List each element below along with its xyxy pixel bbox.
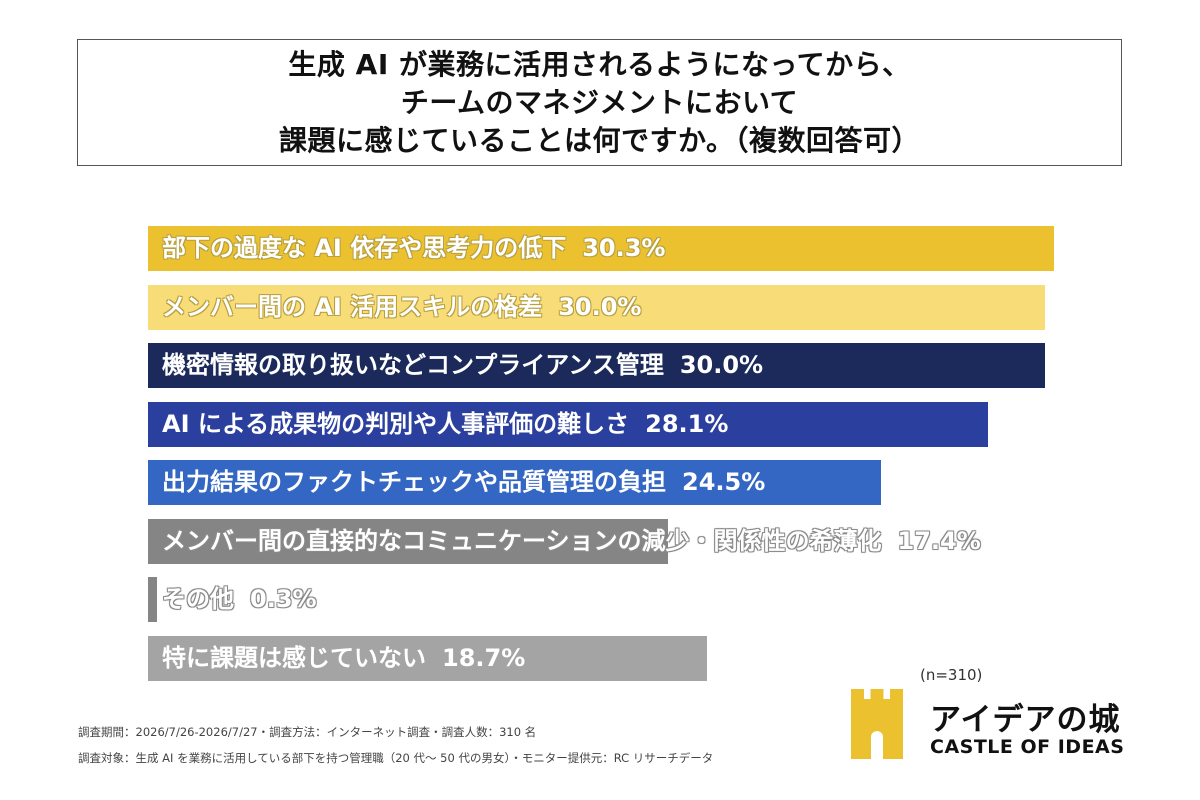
footnote-survey-period: 調査期間：2026/7/26-2026/7/27・調査方法：インターネット調査・… bbox=[78, 725, 537, 739]
category-label: メンバー間の直接的なコミュニケーションの減少・関係性の希薄化 bbox=[162, 526, 882, 555]
logo-english-text: CASTLE OF IDEAS bbox=[930, 736, 1125, 758]
bar-2 bbox=[148, 284, 1046, 330]
value-label: 24.5% bbox=[682, 468, 766, 496]
category-label: 特に課題は感じていない bbox=[162, 643, 426, 672]
category-label: 出力結果のファクトチェックや品質管理の負担 bbox=[162, 468, 666, 496]
title-box: 生成 AI が業務に活用されるようになってから、 チームのマネジメントにおいて … bbox=[77, 39, 1122, 166]
bar-5 bbox=[148, 460, 881, 505]
bar-label-6: メンバー間の直接的なコミュニケーションの減少・関係性の希薄化 17.4% bbox=[162, 519, 981, 564]
category-label: 機密情報の取り扱いなどコンプライアンス管理 bbox=[162, 351, 664, 379]
value-label: 17.4% bbox=[897, 526, 981, 555]
bar-label-5: 出力結果のファクトチェックや品質管理の負担 24.5% bbox=[162, 460, 765, 505]
category-label: AI による成果物の判別や人事評価の難しさ bbox=[162, 409, 630, 438]
bar-label-2: メンバー間の AI 活用スキルの格差 30.0% bbox=[162, 285, 641, 330]
value-label: 30.0% bbox=[558, 292, 642, 321]
bar-label-3: 機密情報の取り扱いなどコンプライアンス管理 30.0% bbox=[162, 343, 763, 388]
bar-label-1: 部下の過度な AI 依存や思考力の低下 30.3% bbox=[162, 226, 665, 271]
bar-label-7: その他 0.3% bbox=[162, 577, 317, 622]
value-label: 30.3% bbox=[582, 234, 666, 262]
bar-4 bbox=[148, 401, 989, 447]
category-label: その他 bbox=[162, 585, 234, 613]
footnote-survey-target: 調査対象：生成 AI を業務に活用している部下を持つ管理職（20 代〜 50 代… bbox=[78, 751, 714, 765]
sample-size-label: (n=310) bbox=[920, 666, 983, 684]
bar-label-8: 特に課題は感じていない 18.7% bbox=[162, 636, 525, 681]
bar-1 bbox=[148, 226, 1054, 271]
castle-logo-icon bbox=[851, 689, 903, 759]
category-label: メンバー間の AI 活用スキルの格差 bbox=[162, 292, 543, 321]
logo-japanese-text: アイデアの城 bbox=[930, 702, 1121, 738]
bar-label-4: AI による成果物の判別や人事評価の難しさ 28.1% bbox=[162, 402, 728, 447]
chart-title-line-1: 生成 AI が業務に活用されるようになってから、 bbox=[288, 47, 911, 81]
bar-3 bbox=[148, 343, 1046, 388]
bar-7 bbox=[148, 577, 157, 622]
value-label: 28.1% bbox=[645, 409, 729, 438]
category-label: 部下の過度な AI 依存や思考力の低下 bbox=[162, 234, 567, 262]
bar-6 bbox=[148, 518, 669, 564]
value-label: 18.7% bbox=[442, 643, 526, 672]
chart-title-line-3: 課題に感じていることは何ですか。（複数回答可） bbox=[279, 123, 920, 157]
value-label: 0.3% bbox=[250, 585, 317, 613]
value-label: 30.0% bbox=[679, 351, 764, 379]
chart-title-line-2: チームのマネジメントにおいて bbox=[400, 85, 799, 119]
bar-8 bbox=[148, 635, 708, 681]
